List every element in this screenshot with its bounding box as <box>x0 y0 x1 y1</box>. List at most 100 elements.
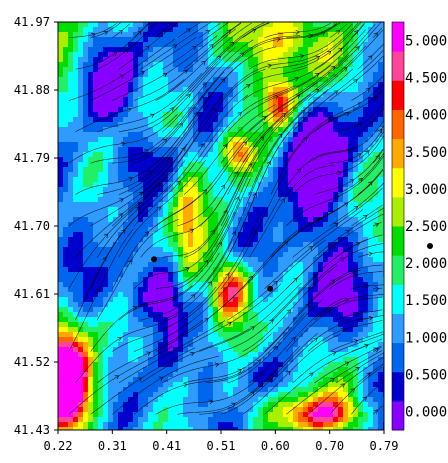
heatmap-cell <box>63 377 69 383</box>
heatmap-cell <box>73 297 79 303</box>
heatmap-cell <box>88 57 94 63</box>
heatmap-cell <box>98 342 104 348</box>
heatmap-cell <box>303 82 309 88</box>
heatmap-cell <box>288 97 294 103</box>
heatmap-cell <box>318 237 324 243</box>
heatmap-cell <box>133 132 139 138</box>
heatmap-cell <box>138 292 144 298</box>
heatmap-cell <box>248 117 254 123</box>
heatmap-cell <box>138 397 144 403</box>
heatmap-cell <box>68 197 74 203</box>
heatmap-cell <box>133 122 139 128</box>
heatmap-cell <box>103 72 109 78</box>
heatmap-cell <box>368 217 374 223</box>
heatmap-cell <box>338 97 344 103</box>
heatmap-cell <box>303 262 309 268</box>
heatmap-cell <box>58 122 64 128</box>
heatmap-cell <box>208 342 214 348</box>
heatmap-cell <box>268 87 274 93</box>
heatmap-cell <box>268 92 274 98</box>
heatmap-cell <box>168 262 174 268</box>
heatmap-cell <box>168 187 174 193</box>
heatmap-cell <box>318 282 324 288</box>
heatmap-cell <box>348 157 354 163</box>
heatmap-cell <box>273 352 279 358</box>
heatmap-cell <box>323 122 329 128</box>
heatmap-cell <box>103 367 109 373</box>
heatmap-cell <box>123 67 129 73</box>
heatmap-cell <box>93 267 99 273</box>
heatmap-cell <box>78 352 84 358</box>
heatmap-cell <box>228 357 234 363</box>
heatmap-cell <box>348 172 354 178</box>
heatmap-cell <box>128 282 134 288</box>
heatmap-cell <box>108 132 114 138</box>
heatmap-cell <box>83 127 89 133</box>
heatmap-cell <box>243 97 249 103</box>
heatmap-cell <box>173 162 179 168</box>
heatmap-cell <box>163 267 169 273</box>
heatmap-cell <box>373 277 379 283</box>
heatmap-cell <box>278 312 284 318</box>
heatmap-cell <box>333 62 339 68</box>
heatmap-cell <box>323 182 329 188</box>
heatmap-cell <box>103 312 109 318</box>
heatmap-cell <box>88 157 94 163</box>
heatmap-cell <box>108 47 114 53</box>
heatmap-cell <box>258 72 264 78</box>
heatmap-cell <box>303 332 309 338</box>
heatmap-cell <box>123 192 129 198</box>
heatmap-cell <box>363 362 369 368</box>
heatmap-cell <box>118 357 124 363</box>
heatmap-cell <box>153 82 159 88</box>
heatmap-cell <box>338 357 344 363</box>
heatmap-cell <box>73 262 79 268</box>
heatmap-cell <box>213 127 219 133</box>
heatmap-cell <box>308 347 314 353</box>
heatmap-cell <box>163 262 169 268</box>
heatmap-cell <box>118 247 124 253</box>
heatmap-cell <box>323 262 329 268</box>
heatmap-cell <box>93 392 99 398</box>
heatmap-cell <box>268 202 274 208</box>
heatmap-cell <box>128 187 134 193</box>
heatmap-cell <box>198 382 204 388</box>
heatmap-cell <box>98 152 104 158</box>
heatmap-cell <box>228 232 234 238</box>
heatmap-cell <box>218 362 224 368</box>
heatmap-cell <box>248 297 254 303</box>
heatmap-cell <box>258 167 264 173</box>
heatmap-cell <box>268 117 274 123</box>
heatmap-cell <box>103 152 109 158</box>
heatmap-cell <box>63 87 69 93</box>
heatmap-cell <box>303 37 309 43</box>
heatmap-cell <box>243 62 249 68</box>
heatmap-cell <box>278 72 284 78</box>
heatmap-cell <box>273 77 279 83</box>
heatmap-cell <box>168 377 174 383</box>
heatmap-cell <box>228 317 234 323</box>
heatmap-cell <box>103 227 109 233</box>
heatmap-cell <box>93 347 99 353</box>
heatmap-cell <box>58 342 64 348</box>
heatmap-cell <box>373 37 379 43</box>
heatmap-cell <box>293 47 299 53</box>
heatmap-cell <box>203 77 209 83</box>
heatmap-cell <box>323 357 329 363</box>
heatmap-cell <box>153 217 159 223</box>
heatmap-cell <box>213 392 219 398</box>
heatmap-cell <box>193 92 199 98</box>
heatmap-cell <box>108 302 114 308</box>
heatmap-cell <box>188 117 194 123</box>
heatmap-cell <box>278 282 284 288</box>
heatmap-cell <box>163 57 169 63</box>
heatmap-cell <box>378 162 384 168</box>
heatmap-cell <box>148 327 154 333</box>
heatmap-cell <box>273 27 279 33</box>
heatmap-cell <box>83 27 89 33</box>
heatmap-cell <box>138 72 144 78</box>
heatmap-cell <box>138 382 144 388</box>
heatmap-cell <box>73 242 79 248</box>
heatmap-cell <box>348 62 354 68</box>
heatmap-cell <box>338 172 344 178</box>
